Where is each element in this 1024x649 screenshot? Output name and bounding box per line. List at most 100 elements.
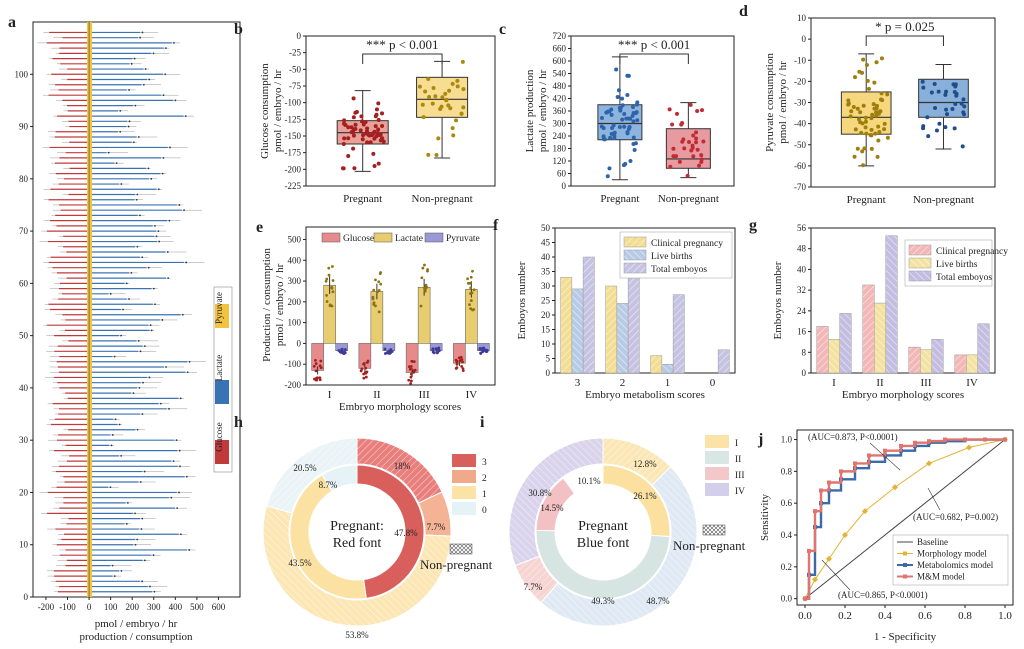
data-point (127, 125, 130, 128)
y-tick-label: 25 (541, 296, 551, 306)
data-point (330, 286, 334, 290)
data-point (879, 91, 884, 96)
data-point (337, 349, 341, 352)
data-point (609, 131, 614, 136)
data-point (866, 86, 871, 91)
data-point (632, 147, 637, 152)
data-point (470, 291, 474, 295)
x-tick-label: 500 (190, 602, 204, 612)
outer-ring-label: Non-pregnant (420, 557, 493, 572)
data-point (126, 502, 129, 504)
data-point (125, 522, 128, 525)
data-point (481, 346, 485, 350)
data-point (945, 112, 950, 117)
bar-total-emboyos (885, 235, 898, 374)
data-point (694, 140, 699, 145)
legend-label: Pyruvate (214, 292, 224, 324)
data-point (427, 95, 432, 100)
data-point (138, 387, 141, 389)
legend-label: IV (735, 487, 745, 497)
outer-slice-II (540, 466, 698, 627)
data-point (409, 379, 413, 383)
data-point (635, 100, 640, 105)
bar-clinical-pregnancy (862, 284, 875, 374)
data-point (934, 128, 939, 133)
data-point (604, 110, 609, 115)
box-1 (918, 78, 969, 118)
data-point (863, 115, 868, 120)
y-axis-label: Emboyos number (772, 261, 784, 339)
data-point (165, 366, 167, 368)
data-point (869, 116, 874, 121)
y-tick-label: 15 (541, 325, 551, 335)
data-point (882, 127, 887, 132)
data-point (343, 351, 347, 355)
data-point (316, 376, 319, 380)
data-point (421, 115, 426, 120)
data-point (374, 278, 377, 282)
y-tick-label: -50 (289, 64, 301, 74)
data-point (628, 159, 633, 164)
data-point (858, 110, 863, 115)
data-point (856, 117, 861, 122)
legend-label: Glucose (214, 422, 224, 452)
data-point (353, 110, 358, 115)
legend-label: Clinical pregnancy (651, 239, 723, 249)
data-point (172, 460, 175, 462)
y-axis-label: Glucose consumption (259, 63, 271, 159)
data-point (380, 124, 385, 129)
data-point (130, 272, 133, 274)
data-point (950, 106, 955, 111)
x-axis-label: Embryo morphology scores (339, 401, 461, 413)
y-tick-label: 35 (541, 267, 551, 277)
data-point (423, 263, 426, 267)
data-point (134, 543, 137, 546)
data-point (682, 146, 687, 151)
x-tick-label: III (921, 377, 932, 389)
y-tick-label: 120 (553, 156, 567, 166)
bar-live-births (966, 354, 978, 374)
data-point (627, 125, 632, 130)
legend-label: II (735, 455, 741, 465)
inner-slice-0 (321, 464, 358, 492)
data-point (436, 136, 441, 141)
y-tick-label: 90 (19, 122, 29, 132)
data-point (860, 149, 865, 154)
data-point (425, 285, 429, 289)
legend-swatch (424, 232, 444, 243)
x-axis-label: Embryo metabolism scores (585, 389, 705, 401)
y-tick-label: -200 (285, 380, 302, 390)
x-axis-label: 1 - Specificity (874, 631, 937, 643)
data-point (128, 89, 130, 91)
data-point (168, 219, 171, 222)
outer-slice-IV (508, 437, 604, 567)
data-point (450, 81, 455, 86)
y-tick-label: 200 (288, 297, 302, 307)
data-point (351, 146, 356, 151)
y-tick-label: 0 (24, 592, 29, 602)
y-axis-label-2: pmol / embryo / hr (777, 61, 789, 144)
data-point (119, 109, 122, 112)
data-point (178, 449, 181, 452)
data-point (842, 532, 848, 538)
data-point (695, 147, 700, 152)
data-point (364, 129, 369, 134)
data-point (409, 375, 413, 379)
data-point (346, 125, 351, 130)
data-point (460, 358, 464, 361)
data-point (152, 52, 155, 55)
data-point (383, 347, 387, 351)
data-point (943, 92, 948, 97)
y-tick-label: 480 (553, 81, 567, 91)
data-point (372, 301, 376, 305)
y-tick-label: -175 (285, 148, 302, 158)
y-tick-label: -25 (289, 48, 301, 58)
data-point (325, 300, 329, 303)
data-point (455, 362, 459, 366)
data-point (378, 272, 382, 276)
data-point (863, 125, 868, 130)
data-point (439, 104, 444, 109)
panel-j-frame (796, 429, 1014, 606)
x-axis-label: Embryo morphology scores (842, 389, 964, 401)
data-point (174, 99, 177, 102)
